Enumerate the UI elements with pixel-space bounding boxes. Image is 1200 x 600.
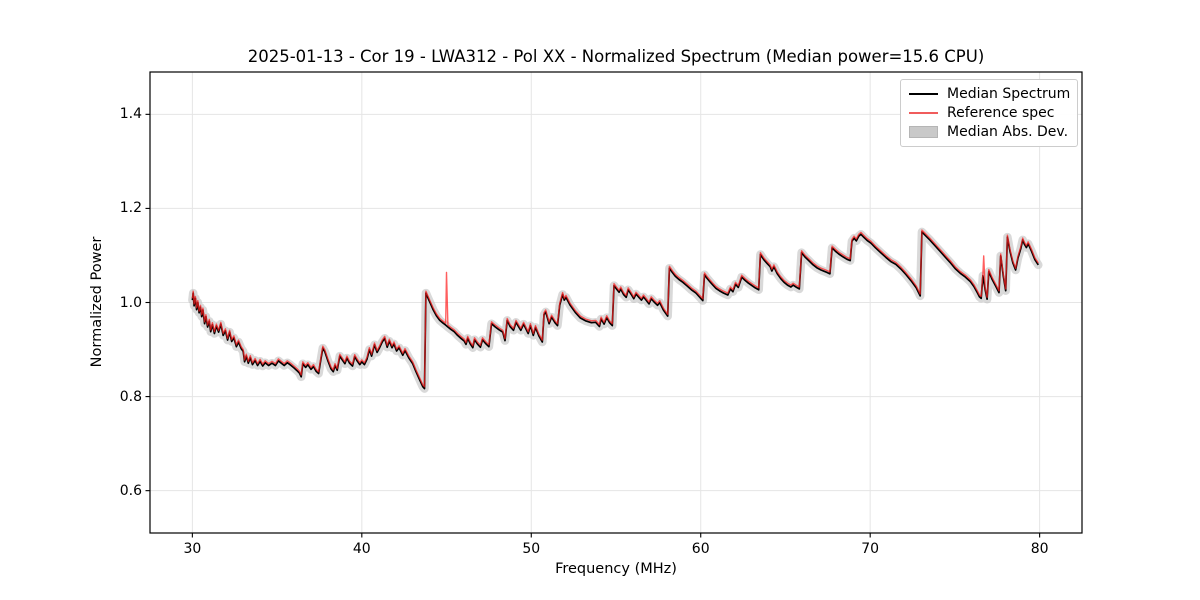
y-tick-label: 1.4	[119, 106, 142, 123]
legend-item-median-abs-dev: Median Abs. Dev.	[909, 122, 1069, 141]
legend-item-reference-spec: Reference spec	[909, 104, 1069, 123]
reference-spec-line-swatch	[909, 112, 938, 114]
legend-item-median-spectrum: Median Spectrum	[909, 85, 1071, 104]
legend-label: Median Spectrum	[947, 86, 1071, 103]
median-abs-dev-patch-swatch	[909, 125, 938, 138]
x-tick-label: 50	[522, 541, 541, 557]
chart-title: 2025-01-13 - Cor 19 - LWA312 - Pol XX - …	[247, 47, 985, 66]
y-tick-label: 0.8	[119, 388, 142, 405]
x-tick-label: 70	[861, 541, 880, 557]
y-tick-label: 0.6	[119, 482, 142, 499]
median-spectrum-line-swatch	[909, 93, 938, 96]
legend-label: Median Abs. Dev.	[947, 123, 1069, 140]
x-tick-label: 60	[691, 541, 710, 557]
legend-label: Reference spec	[947, 105, 1055, 121]
reference-spec-line	[191, 229, 1039, 388]
x-tick-label: 40	[352, 541, 371, 557]
y-tick-label: 1.2	[119, 200, 142, 217]
x-tick-label: 30	[183, 541, 202, 557]
y-tick-label: 1.0	[119, 294, 142, 311]
legend: Median Spectrum Reference spec Median Ab…	[900, 79, 1078, 147]
x-tick-label: 80	[1030, 541, 1049, 557]
y-axis-label: Normalized Power	[89, 236, 105, 368]
x-axis-label: Frequency (MHz)	[555, 561, 677, 577]
